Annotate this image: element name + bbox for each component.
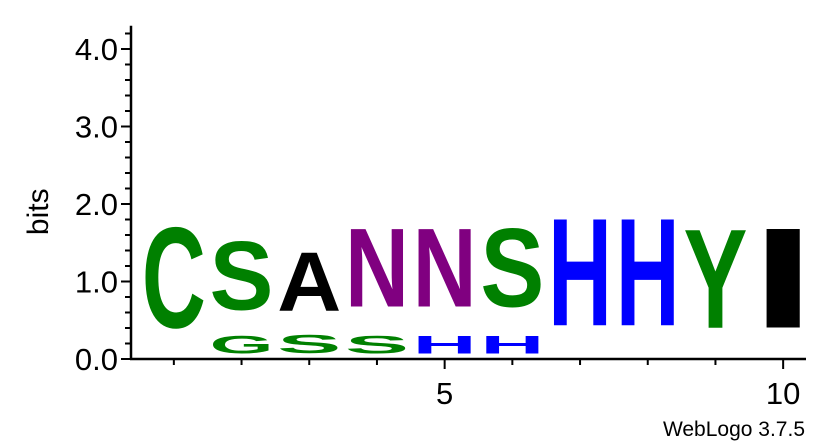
logo-glyph-g: G bbox=[210, 331, 274, 359]
y-ticks: 0.0 1.0 2.0 3.0 4.0 bbox=[75, 32, 131, 377]
logo-glyph-h: H bbox=[413, 331, 477, 359]
logo-glyph-h: H bbox=[616, 186, 680, 359]
logo-glyph-y: Y bbox=[683, 199, 747, 358]
logo-glyph-s: S bbox=[277, 329, 341, 359]
weblogo-version-label: WebLogo 3.7.5 bbox=[663, 418, 805, 441]
y-axis-label: bits bbox=[22, 188, 55, 235]
y-tick-label: 2.0 bbox=[75, 187, 118, 222]
logo-glyph-n: N bbox=[413, 207, 477, 331]
x-tick-label: 5 bbox=[436, 376, 453, 411]
x-ticks: 5 10 bbox=[172, 359, 800, 411]
logo-glyph-i: I bbox=[751, 198, 815, 359]
y-tick-label: 3.0 bbox=[75, 110, 118, 145]
logo-glyph-a: A bbox=[277, 236, 341, 330]
logo-glyph-s: S bbox=[210, 220, 274, 330]
y-tick-label: 4.0 bbox=[75, 32, 118, 67]
logo-glyph-s: S bbox=[480, 207, 544, 332]
logo-glyph-h: H bbox=[548, 186, 612, 359]
y-tick-label: 0.0 bbox=[75, 342, 118, 377]
y-tick-label: 1.0 bbox=[75, 265, 118, 300]
logo-glyph-s: S bbox=[345, 331, 409, 359]
x-tick-label: 10 bbox=[766, 376, 800, 411]
logo-glyph-n: N bbox=[345, 207, 409, 331]
logo-glyph-h: H bbox=[480, 331, 544, 359]
logo-glyph-c: C bbox=[142, 198, 206, 358]
axis-layer bbox=[129, 25, 806, 361]
